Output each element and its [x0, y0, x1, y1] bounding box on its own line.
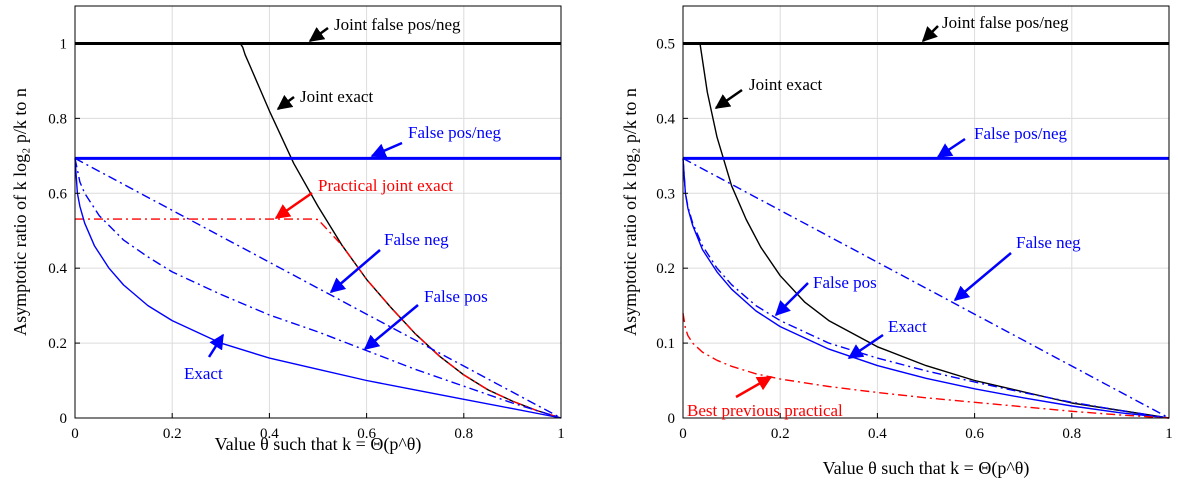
left-x-tick-label: 0.6 — [357, 426, 376, 442]
left-annotation-exact-text: Exact — [184, 364, 223, 383]
left-x-tick-label: 0.2 — [163, 426, 182, 442]
right-annotation-best-previous-practical-text: Best previous practical — [687, 401, 843, 420]
right-x-tick-label: 0.6 — [965, 426, 984, 442]
right-series-best-previous-practical — [682, 312, 1170, 419]
left-ticks: 0 0.2 0.4 0.6 0.8 1 0 0.2 0.4 0.6 0.8 1 — [48, 36, 565, 442]
left-annotation-false-neg-arrow — [329, 249, 381, 293]
left-annotation-joint-false-pos-neg: Joint false pos/neg — [308, 15, 461, 43]
left-y-tick-label: 1 — [60, 36, 68, 52]
right-annotation-exact-text: Exact — [888, 317, 927, 336]
left-series-joint-exact — [75, 42, 562, 419]
right-y-tick-label: 0.4 — [656, 111, 675, 127]
right-annotation-joint-exact: Joint exact — [714, 75, 822, 110]
right-gridlines — [682, 6, 1170, 419]
left-y-axis-label: Asymptotic ratio of k log₂ p/k to n — [10, 88, 30, 336]
left-x-tick-label: 1 — [557, 426, 565, 442]
right-annotation-false-pos-neg-text: False pos/neg — [974, 124, 1068, 143]
right-annotation-false-pos-neg-arrow — [936, 137, 966, 159]
right-annotation-false-pos-arrow — [774, 282, 809, 317]
right-annotation-false-pos-neg: False pos/neg — [936, 124, 1068, 159]
left-x-tick-label: 0.8 — [454, 426, 473, 442]
left-series-practical-joint-exact — [75, 218, 562, 419]
right-annotation-best-previous-practical: Best previous practical — [687, 375, 843, 420]
left-y-tick-label: 0.8 — [48, 111, 67, 127]
left-annotation-false-pos-neg-text: False pos/neg — [408, 123, 502, 142]
left-annotation-practical-joint-exact-text: Practical joint exact — [318, 176, 453, 195]
left-annotation-exact: Exact — [184, 333, 225, 383]
right-x-tick-label: 1 — [1165, 426, 1173, 442]
right-annotation-false-pos-text: False pos — [813, 273, 877, 292]
right-x-tick-label: 0.4 — [868, 426, 887, 442]
left-y-tick-label: 0.2 — [48, 336, 67, 352]
right-y-tick-label: 0.1 — [656, 336, 675, 352]
left-annotation-practical-joint-exact-arrow — [274, 191, 313, 220]
right-ticks: 0 0.2 0.4 0.6 0.8 1 0 0.1 0.2 0.3 0.4 0.5 — [656, 36, 1173, 442]
left-x-axis-label: Value θ such that k = Θ(p^θ) — [215, 434, 422, 455]
left-annotation-false-pos-neg-arrow — [370, 141, 403, 158]
right-annotation-joint-false-pos-neg-arrow — [921, 25, 939, 43]
right-y-axis-label: Asymptotic ratio of k log₂ p/k to n — [620, 88, 640, 336]
left-gridlines — [74, 6, 562, 419]
left-annotation-false-pos-text: False pos — [424, 287, 488, 306]
left-annotation-practical-joint-exact: Practical joint exact — [274, 176, 453, 220]
left-annotation-joint-false-pos-neg-text: Joint false pos/neg — [334, 15, 461, 34]
right-plot-frame — [682, 5, 1170, 419]
right-y-tick-label: 0 — [668, 411, 676, 427]
right-x-tick-label: 0.8 — [1062, 426, 1081, 442]
right-annotation-joint-false-pos-neg-text: Joint false pos/neg — [942, 13, 1069, 32]
left-y-tick-label: 0 — [60, 411, 68, 427]
left-annotation-joint-false-pos-neg-arrow — [308, 26, 329, 43]
left-y-tick-label: 0.6 — [48, 186, 67, 202]
right-annotation-false-neg-arrow — [953, 252, 1012, 301]
left-annotation-joint-exact-text: Joint exact — [300, 87, 373, 106]
left-annotation-exact-arrow — [207, 333, 225, 358]
right-annotation-false-pos: False pos — [774, 273, 877, 317]
left-annotation-false-pos-arrow — [363, 304, 419, 350]
left-annotation-false-pos-neg: False pos/neg — [370, 123, 502, 158]
right-annotation-joint-exact-text: Joint exact — [749, 75, 822, 94]
left-x-tick-label: 0 — [71, 426, 79, 442]
right-annotation-best-previous-practical-arrow — [735, 375, 773, 399]
right-annotation-joint-false-pos-neg: Joint false pos/neg — [921, 13, 1069, 43]
right-annotation-exact-arrow — [847, 333, 884, 360]
left-x-tick-label: 0.4 — [260, 426, 279, 442]
left-chart: 0 0.2 0.4 0.6 0.8 1 0 0.2 0.4 0.6 0.8 1 Value θ suc… — [10, 5, 565, 455]
right-annotation-exact: Exact — [847, 317, 927, 360]
right-annotation-false-neg-text: False neg — [1016, 233, 1081, 252]
left-annotation-false-neg: False neg — [329, 230, 449, 293]
right-series-exact — [682, 158, 1170, 419]
left-plot-background — [75, 6, 561, 418]
left-plot-frame — [74, 5, 562, 419]
right-series-false-neg — [682, 157, 1170, 419]
right-annotation-joint-exact-arrow — [714, 88, 743, 110]
right-annotation-false-neg: False neg — [953, 233, 1081, 301]
left-series-false-neg — [74, 157, 562, 419]
left-annotation-joint-exact: Joint exact — [276, 87, 373, 110]
right-plot-background — [683, 6, 1169, 418]
right-x-tick-label: 0 — [679, 426, 687, 442]
left-y-tick-label: 0.4 — [48, 261, 67, 277]
left-series-exact — [74, 158, 562, 419]
right-y-tick-label: 0.3 — [656, 186, 675, 202]
right-x-axis-label: Value θ such that k = Θ(p^θ) — [823, 458, 1030, 479]
left-annotation-joint-exact-arrow — [276, 94, 295, 110]
right-y-tick-label: 0.5 — [656, 36, 675, 52]
left-series-false-pos — [74, 158, 562, 419]
left-annotation-false-pos: False pos — [363, 287, 488, 350]
right-y-tick-label: 0.2 — [656, 261, 675, 277]
left-annotation-false-neg-text: False neg — [384, 230, 449, 249]
left-series-layer — [74, 42, 562, 419]
right-x-tick-label: 0.2 — [771, 426, 790, 442]
right-series-layer — [682, 42, 1170, 419]
right-chart: 0 0.2 0.4 0.6 0.8 1 0 0.1 0.2 0.3 0.4 0.5 Value θ s… — [620, 5, 1173, 479]
